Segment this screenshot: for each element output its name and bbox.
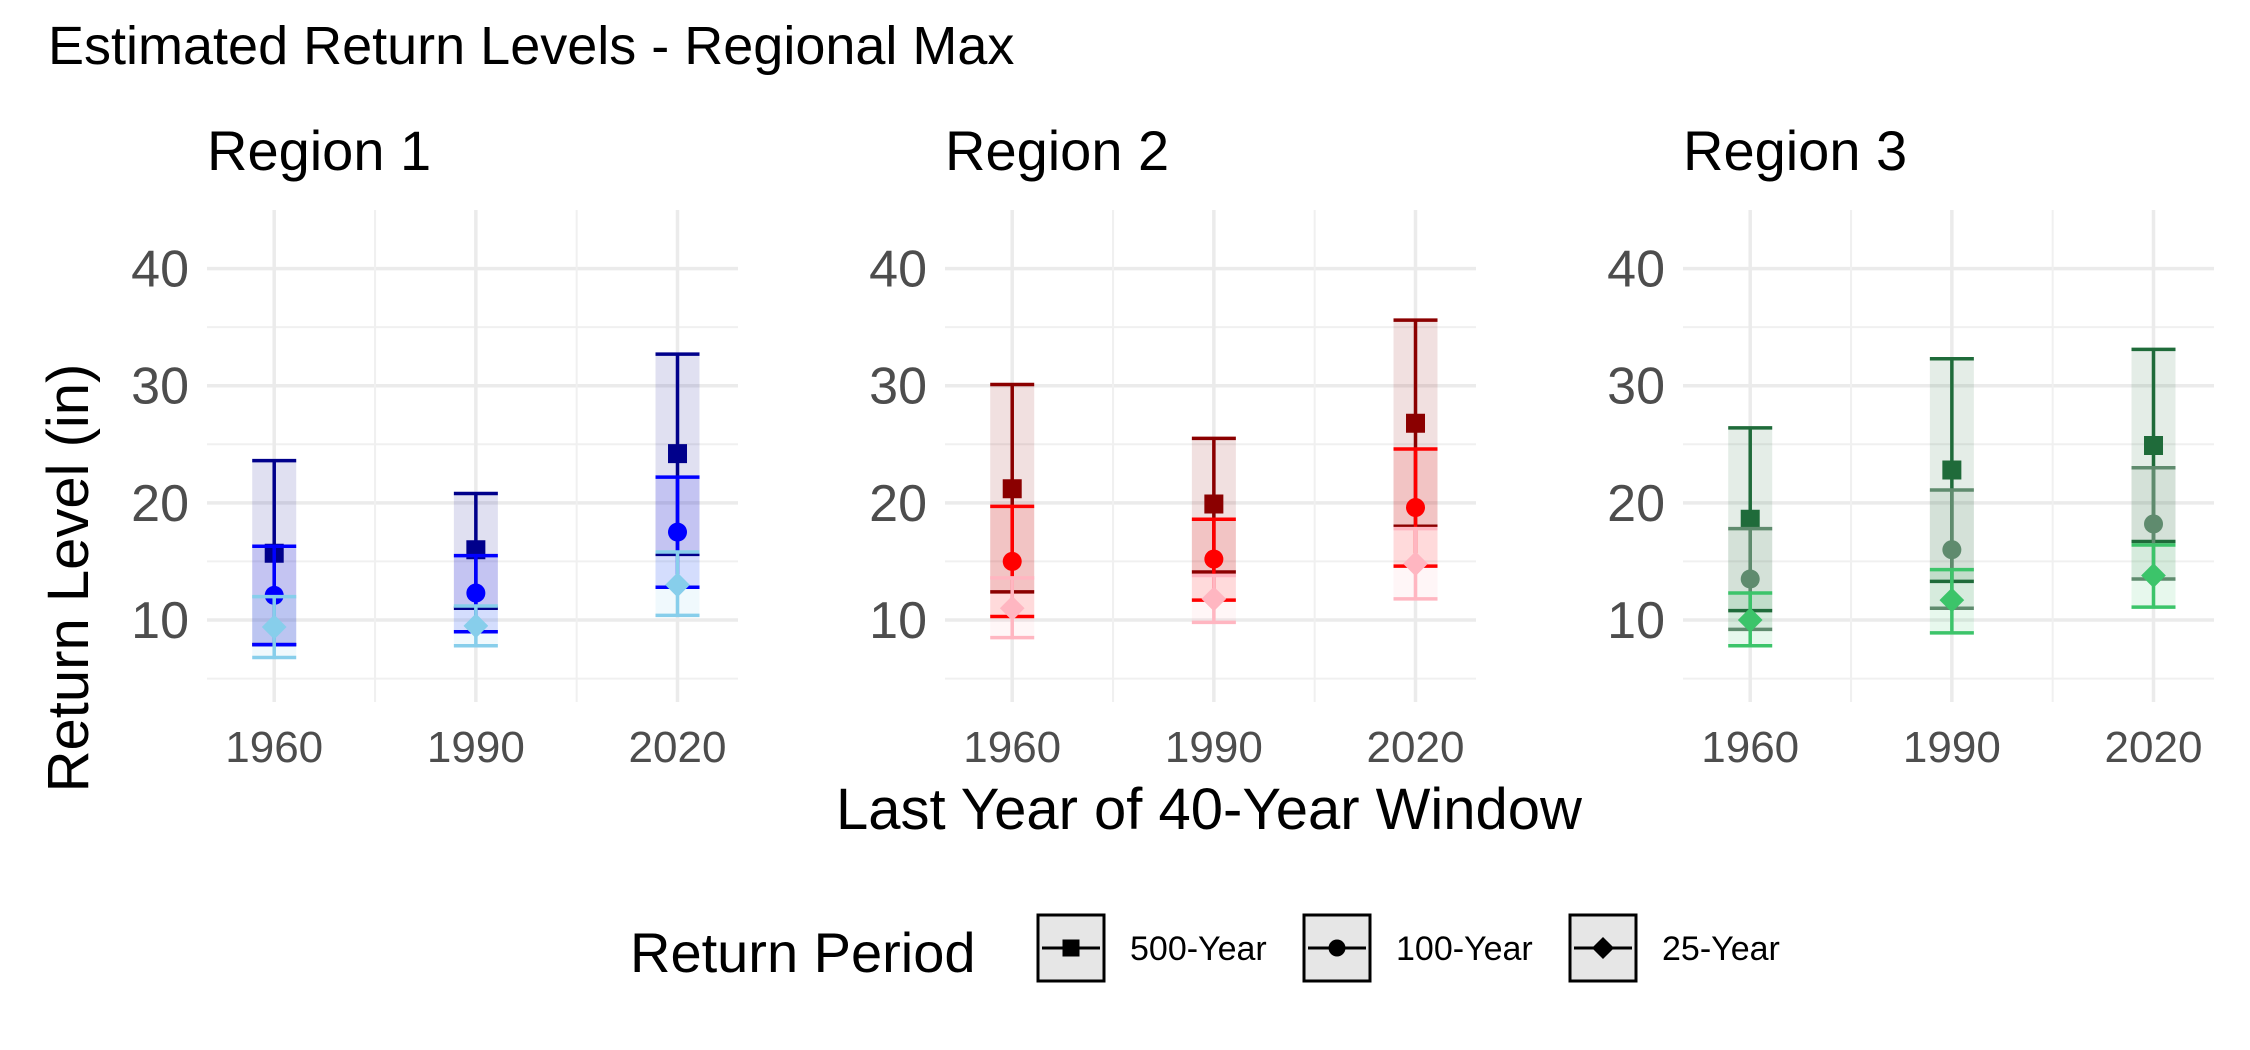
y-tick-label: 40 (869, 241, 927, 299)
legend: Return Period 500-Year 100-Year 25-Year (630, 913, 1780, 984)
y-tick-label: 20 (1607, 475, 1665, 533)
series-region-1-25-year (252, 550, 700, 660)
point-25-year-1960 (261, 614, 287, 640)
point-100-year-1990 (466, 583, 486, 603)
point-25-year-2020 (1403, 551, 1428, 577)
x-axis-title: Last Year of 40-Year Window (836, 777, 1583, 842)
point-25-year-1960 (1737, 607, 1763, 633)
legend-key-symbol-25-year (1591, 936, 1615, 960)
point-100-year-2020 (668, 522, 688, 542)
x-tick-label: 2020 (629, 723, 727, 772)
y-tick-label: 10 (131, 592, 189, 650)
point-500-year-1960 (1002, 479, 1022, 499)
series-region-3-25-year (1728, 543, 2176, 648)
point-500-year-1990 (1942, 460, 1962, 480)
facet-region-2: Region 2 10 20 30 40 1960 1990 2020 (869, 119, 1476, 772)
y-tick-label: 30 (869, 358, 927, 416)
point-25-year-1990 (463, 613, 489, 639)
point-25-year-1960 (999, 595, 1025, 621)
point-500-year-2020 (2144, 435, 2164, 455)
legend-item-25-year: 25-Year (1568, 913, 1780, 983)
point-100-year-1990 (1942, 540, 1962, 560)
x-tick-label: 1960 (225, 723, 323, 772)
point-500-year-1960 (1740, 509, 1760, 529)
x-tick-label: 1960 (1701, 723, 1799, 772)
point-25-year-1990 (1201, 586, 1227, 612)
series-region-2-25-year (990, 526, 1438, 640)
facet-region-3: Region 3 10 20 30 40 1960 1990 2020 (1607, 119, 2214, 772)
point-500-year-2020 (668, 444, 688, 464)
chart-title: Estimated Return Levels - Regional Max (48, 16, 1014, 76)
point-25-year-1990 (1939, 587, 1965, 613)
legend-item-500-year: 500-Year (1036, 913, 1267, 983)
point-500-year-1990 (1204, 494, 1224, 514)
legend-label-25-year: 25-Year (1662, 930, 1780, 968)
legend-item-100-year: 100-Year (1302, 913, 1533, 983)
legend-label-500-year: 500-Year (1130, 930, 1267, 968)
x-tick-label: 1990 (427, 723, 525, 772)
facet-title-region-3: Region 3 (1683, 119, 1907, 182)
point-100-year-1960 (1002, 551, 1022, 571)
x-tick-label: 2020 (2105, 723, 2203, 772)
point-100-year-2020 (1406, 498, 1426, 518)
facet-region-1: Region 1 10 20 30 40 1960 1990 2020 (131, 119, 738, 772)
legend-key-symbol-500-year (1062, 939, 1080, 957)
y-tick-label: 40 (131, 241, 189, 299)
point-25-year-2020 (665, 572, 690, 598)
legend-label-100-year: 100-Year (1396, 930, 1533, 968)
x-tick-label: 1990 (1165, 723, 1263, 772)
y-tick-label: 20 (869, 475, 927, 533)
facet-title-region-2: Region 2 (945, 119, 1169, 182)
point-500-year-2020 (1406, 413, 1426, 433)
x-tick-label: 1960 (963, 723, 1061, 772)
point-100-year-2020 (2144, 514, 2164, 534)
point-25-year-2020 (2141, 563, 2166, 588)
x-tick-label: 1990 (1903, 723, 2001, 772)
y-tick-label: 10 (1607, 592, 1665, 650)
facet-title-region-1: Region 1 (207, 119, 431, 182)
y-tick-label: 30 (1607, 358, 1665, 416)
legend-key-symbol-100-year (1328, 939, 1346, 957)
y-tick-label: 10 (869, 592, 927, 650)
y-tick-label: 40 (1607, 241, 1665, 299)
y-tick-label: 30 (131, 358, 189, 416)
legend-title: Return Period (630, 921, 976, 984)
point-100-year-1990 (1204, 549, 1224, 569)
point-100-year-1960 (1740, 569, 1760, 589)
x-tick-label: 2020 (1367, 723, 1465, 772)
y-axis-title: Return Level (in) (36, 364, 101, 793)
y-tick-label: 20 (131, 475, 189, 533)
